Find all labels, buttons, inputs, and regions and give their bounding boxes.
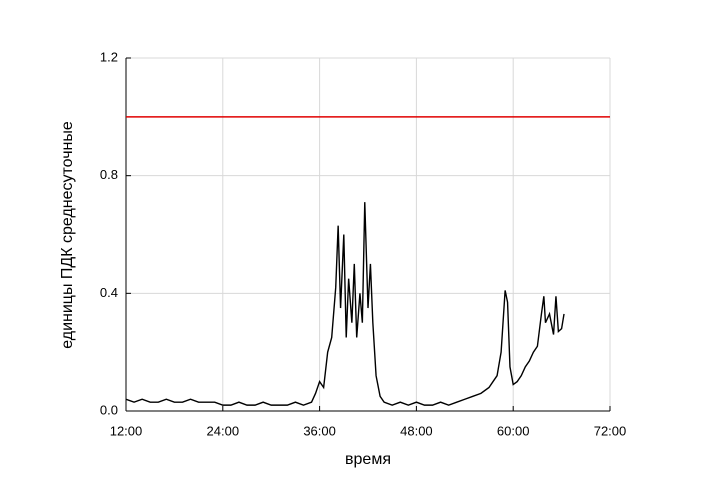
y-axis-title: единицы ПДК среднесуточные [59,121,76,349]
y-tick-label: 0.0 [100,402,118,417]
y-tick-label: 1.2 [100,49,118,64]
y-tick-label: 0.8 [100,167,118,182]
x-tick-label: 48:00 [400,423,433,438]
y-tick-label: 0.4 [100,285,118,300]
data-line [125,202,565,406]
x-tick-label: 60:00 [497,423,530,438]
x-tick-label: 36:00 [303,423,336,438]
x-axis-title: время [345,451,391,468]
x-tick-label: 12:00 [110,423,143,438]
x-tick-label: 24:00 [207,423,240,438]
x-tick-label: 72:00 [594,423,627,438]
